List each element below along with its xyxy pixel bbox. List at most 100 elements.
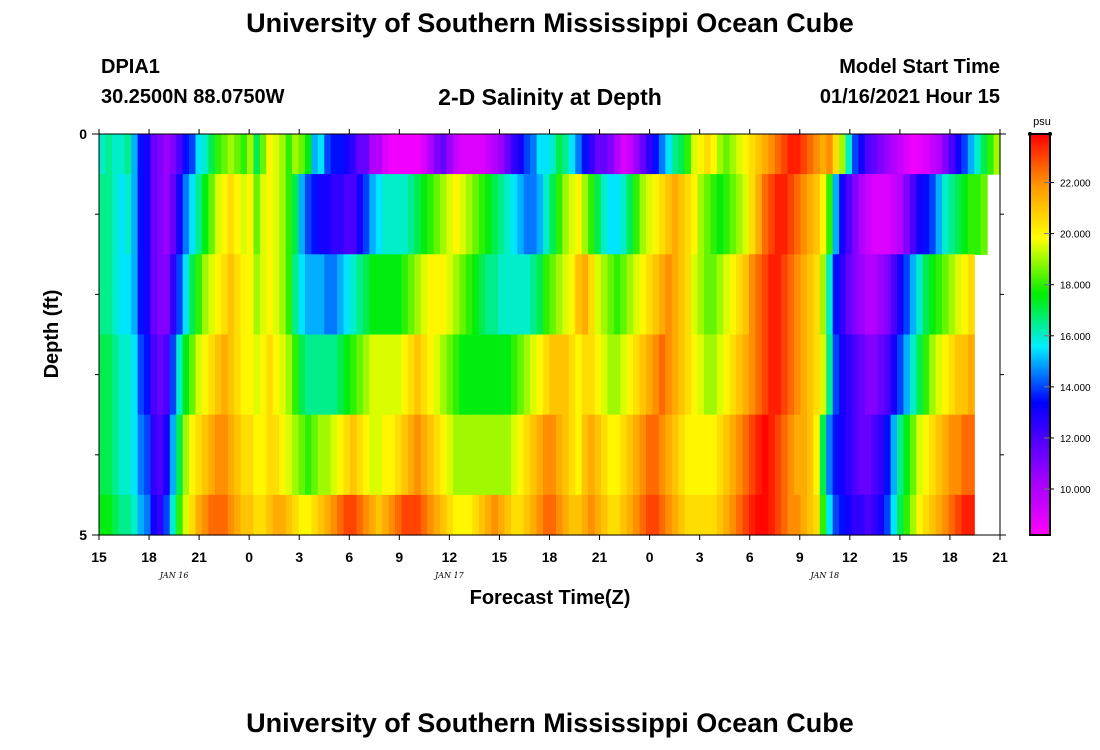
heatmap-cell [259,494,267,536]
heatmap-cell [491,494,499,536]
heatmap-cell [761,494,769,536]
heatmap-cell [774,334,782,416]
x-axis-title: Forecast Time(Z) [470,587,631,609]
heatmap-cell [324,494,332,536]
heatmap-cell [234,134,242,175]
heatmap-cell [536,134,544,175]
heatmap-cell [195,254,203,336]
heatmap-cell [247,414,255,496]
heatmap-cell [401,134,409,175]
heatmap-cell [684,174,692,255]
heatmap-cell [646,134,654,175]
y-axis-title: Depth (ft) [41,290,63,379]
heatmap-cell [144,254,152,336]
heatmap-cell [272,174,280,255]
heatmap-cell [652,254,660,336]
heatmap-cell [304,254,312,336]
heatmap-cell [922,254,930,336]
heatmap-cell [485,334,493,416]
heatmap-cell [658,334,666,416]
heatmap-cell [324,174,332,255]
heatmap-cell [272,334,280,416]
heatmap-cell [794,414,802,496]
heatmap-cell [124,494,132,536]
heatmap-cell [961,334,969,416]
heatmap-cell [987,134,995,175]
heatmap-cell [491,254,499,336]
heatmap-cell [845,174,853,255]
heatmap-cell [259,334,267,416]
heatmap-cell [600,494,609,536]
heatmap-cell [626,134,634,175]
heatmap-cell [800,254,808,336]
heatmap-cell [510,334,518,416]
colorbar-cap-right [1048,132,1052,136]
heatmap-cell [742,494,750,536]
heatmap-cell [916,334,924,416]
heatmap-cell [543,254,551,336]
heatmap-cell [459,134,467,175]
heatmap-cell [678,134,686,175]
heatmap-cell [839,414,847,496]
heatmap-cell [285,134,293,175]
heatmap-cell [407,134,415,175]
heatmap-cell [922,174,930,255]
heatmap-cell [292,414,300,496]
heatmap-cell [105,334,113,416]
heatmap-cell [613,414,621,496]
heatmap-cell [594,414,602,496]
heatmap-cell [620,134,628,175]
heatmap-cell [214,254,222,336]
heatmap-cell [504,334,512,416]
heatmap-cell [839,254,847,336]
heatmap-cell [813,414,821,496]
heatmap-cell [201,494,210,536]
heatmap-cell [832,334,840,416]
x-tick-label: 15 [492,549,508,565]
heatmap-cell [697,254,705,336]
heatmap-cell [221,174,229,255]
heatmap-cell [562,494,570,536]
heatmap-cell [150,334,158,416]
heatmap-cell [646,494,654,536]
heatmap-cell [858,414,866,496]
heatmap-cell [691,134,699,175]
heatmap-cell [478,174,486,255]
heatmap-cell [909,134,917,175]
heatmap-cell [626,174,634,255]
heatmap-cell [530,414,538,496]
heatmap-cell [575,494,583,536]
heatmap-cell [588,174,596,255]
heatmap-cell [794,494,802,536]
heatmap-cell [259,174,267,255]
heatmap-cell [588,334,596,416]
x-tick-label: 12 [442,549,458,565]
heatmap-cell [993,134,1001,175]
heatmap-cell [954,134,962,175]
heatmap-cell [929,334,937,416]
heatmap-cell [536,174,544,255]
heatmap-cell [163,414,171,496]
heatmap-cell [485,134,493,175]
heatmap-cell [678,334,686,416]
heatmap-cell [884,414,892,496]
heatmap-cell [626,254,634,336]
heatmap-cell [388,254,396,336]
heatmap-cell [407,414,415,496]
heatmap-cell [407,174,415,255]
heatmap-cell [105,254,113,336]
heatmap-cell [909,494,917,536]
heatmap-cell [639,334,647,416]
heatmap-cell [272,414,280,496]
heatmap-cell [909,334,917,416]
heatmap-cell [703,334,711,416]
heatmap-cell [317,494,325,536]
heatmap-cell [826,494,834,536]
heatmap-cell [472,334,480,416]
heatmap-cell [144,334,152,416]
heatmap-cell [446,414,454,496]
heatmap-cell [588,134,596,175]
heatmap-cell [137,254,145,336]
heatmap-cell [111,254,119,336]
